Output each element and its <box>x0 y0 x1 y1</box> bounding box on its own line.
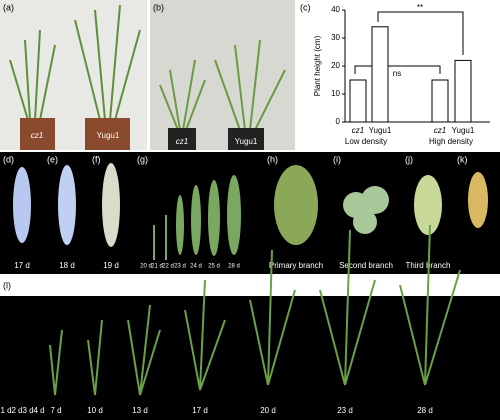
spike <box>13 167 31 243</box>
day-label: 4 d <box>33 406 44 415</box>
pot <box>228 128 264 150</box>
bar <box>454 59 472 123</box>
bar <box>349 79 367 123</box>
plant-label: cz1 <box>31 131 43 140</box>
x-tick-label: cz1 <box>434 126 446 135</box>
photo-l <box>0 296 500 420</box>
day-label: 20 d <box>260 406 276 415</box>
group-label: Low density <box>345 137 387 146</box>
plants-a <box>9 4 141 121</box>
panel-label: (g) <box>137 154 148 164</box>
group-label: High density <box>429 137 473 146</box>
branch-label: Primary branch <box>269 261 323 270</box>
seedlings <box>49 224 461 396</box>
stage-label: 28 d <box>228 264 240 270</box>
branch <box>414 175 442 235</box>
annotation: ns <box>393 69 401 78</box>
branch <box>343 186 389 234</box>
panel-label: (i) <box>333 154 341 164</box>
stage-label: 22 d <box>162 264 174 270</box>
y-tick-label: 0 <box>336 117 341 126</box>
x-tick-label: Yugu1 <box>369 126 392 135</box>
stage-label: 25 d <box>208 264 220 270</box>
brackets <box>354 11 464 74</box>
stage-label: 17 d <box>14 261 30 270</box>
y-tick-label: 40 <box>331 5 340 14</box>
y-tick-label: 20 <box>331 61 340 70</box>
stage-label: 20 d <box>140 264 152 270</box>
stage-labels: 20 d 21 d 22 d 23 d 24 d 25 d 28 d <box>140 264 240 270</box>
day-label: 17 d <box>192 406 208 415</box>
day-label: 3 d <box>22 406 33 415</box>
bar <box>371 26 389 123</box>
panel-label: (l) <box>3 280 11 290</box>
y-axis-label: Plant height (cm) <box>313 35 322 96</box>
branch <box>274 165 318 245</box>
spike <box>58 165 76 245</box>
pot <box>85 118 130 150</box>
day-label: 7 d <box>50 406 61 415</box>
plant-label: cz1 <box>176 137 188 146</box>
annotation: ** <box>417 3 423 12</box>
stage-label: 23 d <box>174 264 186 270</box>
spikes-g <box>153 175 241 260</box>
day-label: 10 d <box>87 406 103 415</box>
floret <box>468 172 488 228</box>
plant-label: Yugu1 <box>97 131 120 140</box>
y-tick-label: 30 <box>331 33 340 42</box>
day-label: 28 d <box>417 406 433 415</box>
panel-label: (e) <box>47 154 58 164</box>
panel-label: (c) <box>300 2 311 12</box>
plant-label: Yugu1 <box>235 137 258 146</box>
pot <box>168 128 196 150</box>
panel-label: (h) <box>267 154 278 164</box>
day-label: 1 d <box>0 406 11 415</box>
panel-label: (d) <box>3 154 14 164</box>
panel-label: (j) <box>405 154 413 164</box>
x-tick-label: Yugu1 <box>452 126 475 135</box>
y-tick-label: 10 <box>331 89 340 98</box>
pot <box>20 118 55 150</box>
stage-label: 18 d <box>59 261 75 270</box>
photo-b <box>150 0 295 150</box>
day-label: 13 d <box>132 406 148 415</box>
spike <box>102 163 120 247</box>
day-label: 2 d <box>11 406 22 415</box>
stage-label: 24 d <box>190 264 202 270</box>
panel-label: (f) <box>92 154 101 164</box>
panel-label: (b) <box>153 2 164 12</box>
bar <box>431 79 449 123</box>
branch-label: Second branch <box>339 261 393 270</box>
x-tick-label: cz1 <box>352 126 364 135</box>
plants-b <box>159 39 286 131</box>
panel-label: (a) <box>3 2 14 12</box>
stage-label: 21 d <box>151 264 163 270</box>
stage-label: 19 d <box>103 261 119 270</box>
panel-label: (k) <box>457 154 468 164</box>
day-label: 23 d <box>337 406 353 415</box>
